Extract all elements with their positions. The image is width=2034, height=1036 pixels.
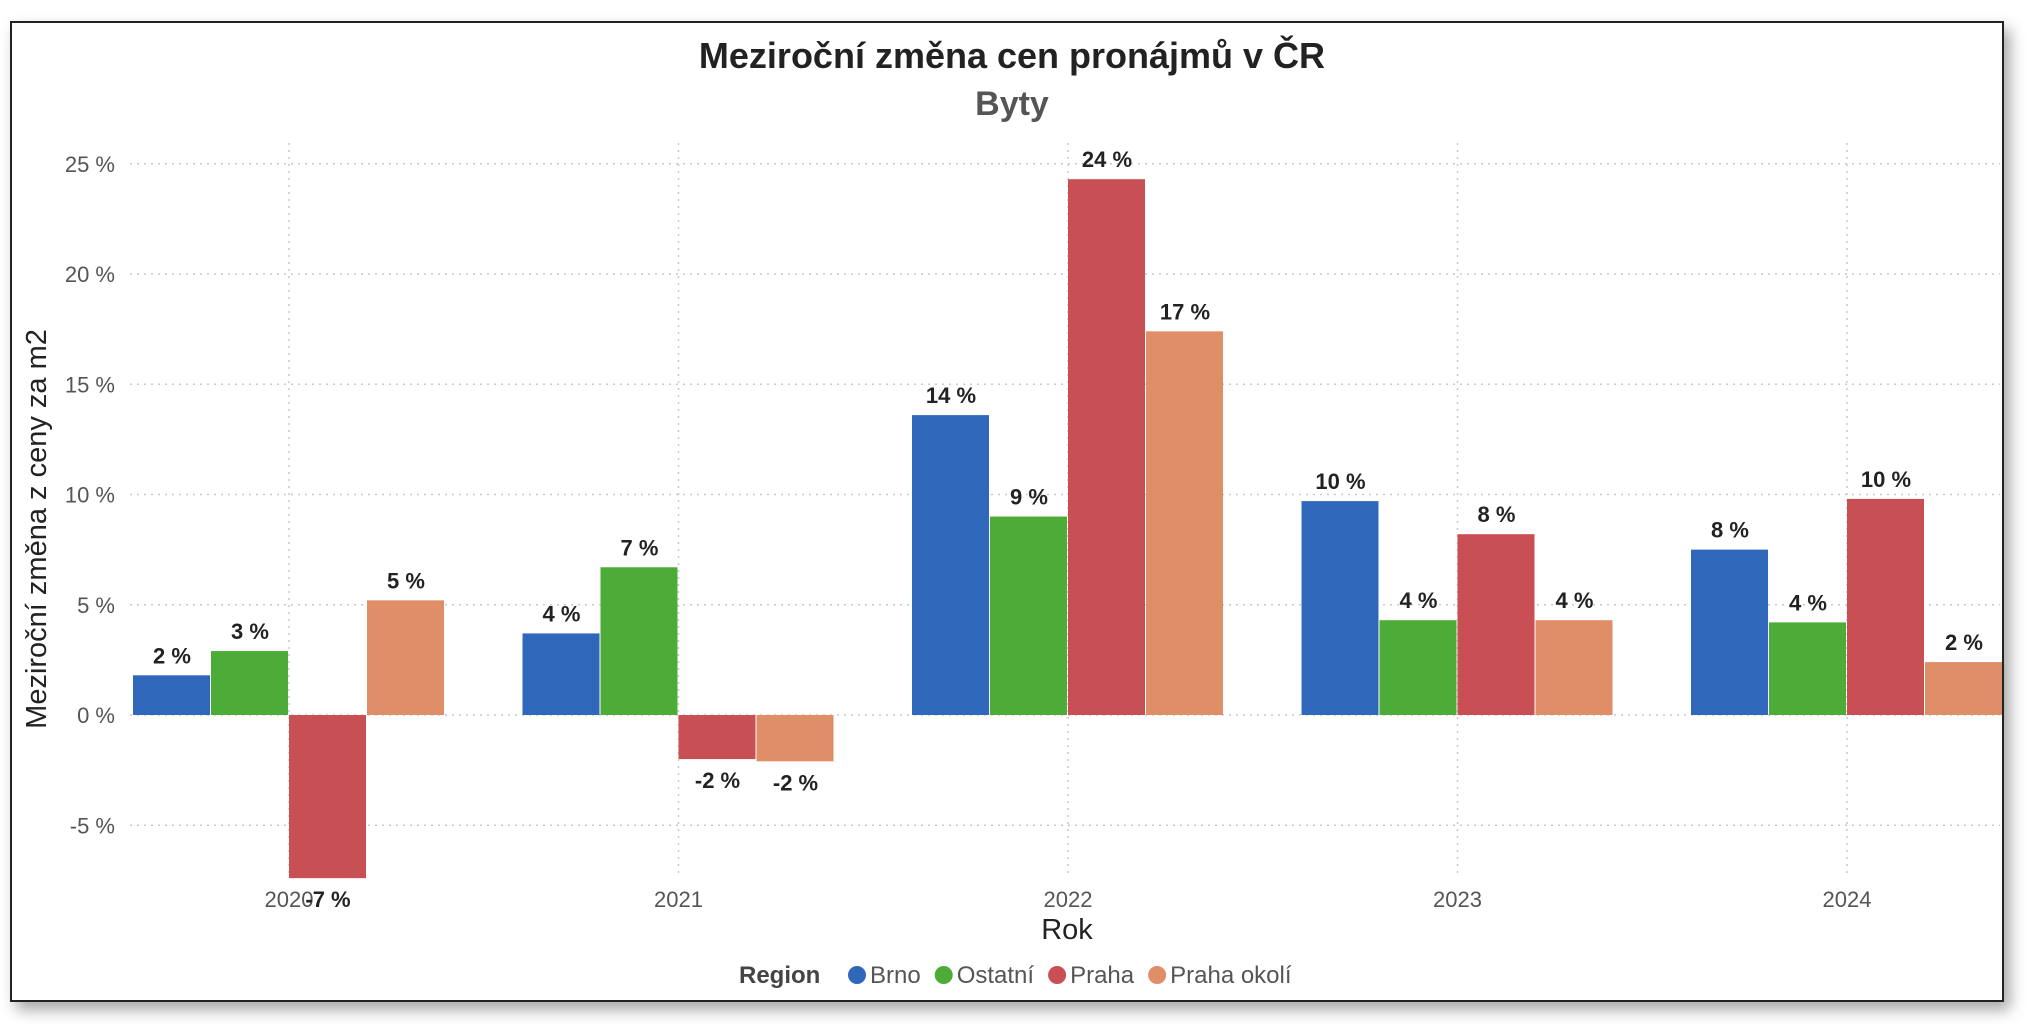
bar-praha-okolí-2022 [1146,331,1223,715]
chart-title: Meziroční změna cen pronájmů v ČR [699,34,1325,76]
y-axis-title: Meziroční změna z ceny za m2 [21,329,53,729]
bar-praha-okolí-2024 [1925,662,2002,715]
bar-ostatní-2020 [211,651,288,715]
y-tick-label: 0 % [77,703,115,728]
chart-frame: Meziroční změna cen pronájmů v ČR Byty -… [10,21,2004,1002]
bar-ostatní-2021 [600,567,678,715]
y-tick-label: 5 % [77,593,115,618]
x-axis-title: Rok [1041,914,1093,946]
data-label: 17 % [1160,299,1210,324]
x-tick-label: 2022 [1044,887,1093,912]
bar-ostatní-2022 [990,516,1067,715]
bars [133,179,2002,879]
data-label: 10 % [1315,469,1365,494]
bar-praha-2023 [1457,534,1535,715]
data-label: 4 % [1400,588,1438,613]
bar-chart: Meziroční změna cen pronájmů v ČR Byty -… [21,34,2002,989]
data-labels: 2 % 4 % 14 % 10 % 8 % 3 % 7 % 9 % 4 % 4 % -7 % -2 %… [153,147,1983,912]
bar-praha-2024 [1847,498,1924,715]
legend-item-label: Brno [870,962,921,989]
data-label: 10 % [1861,467,1911,492]
legend-marker [848,966,866,984]
legend-marker [1148,966,1167,984]
data-label: 2 % [153,643,191,668]
x-axis-ticks: 2020 2021 2022 2023 2024 [265,887,1872,912]
data-label: 9 % [1010,485,1048,510]
data-label: 2 % [1945,630,1983,655]
legend-item-label: Praha okolí [1170,962,1292,989]
y-tick-label: -5 % [70,813,115,838]
y-tick-label: 15 % [65,372,115,397]
bar-praha-2022 [1068,179,1145,715]
data-label: -2 % [695,768,740,793]
data-label: 4 % [543,601,581,626]
data-label: 3 % [231,619,269,644]
bar-brno-2024 [1691,549,1768,715]
y-tick-label: 10 % [65,483,115,508]
data-label: 7 % [621,535,659,560]
chart-subtitle: Byty [975,85,1049,123]
x-tick-label: 2023 [1433,887,1482,912]
data-label: 14 % [926,383,976,408]
bar-praha-okolí-2023 [1535,620,1613,715]
x-tick-label: 2024 [1823,887,1872,912]
data-label: 8 % [1711,518,1749,543]
y-tick-label: 20 % [65,262,115,287]
legend-marker [1048,966,1067,984]
data-label: -7 % [305,887,350,912]
data-label: 4 % [1556,588,1594,613]
y-axis-ticks: -5 % 0 % 5 % 10 % 15 % 20 % 25 % [65,152,115,839]
bar-praha-okolí-2020 [367,600,444,715]
bar-brno-2021 [522,633,600,715]
bar-brno-2023 [1301,501,1379,715]
bar-brno-2022 [912,415,989,715]
gridlines [130,143,2000,878]
bar-ostatní-2023 [1379,620,1457,715]
bar-praha-2020 [289,715,366,879]
legend: Region Brno Ostatní Praha Praha okolí [739,962,1292,989]
data-label: -2 % [773,770,818,795]
x-tick-label: 2021 [654,887,703,912]
bar-praha-okolí-2021 [756,715,834,762]
data-label: 5 % [387,568,425,593]
bar-brno-2020 [133,675,210,715]
data-label: 24 % [1082,147,1132,172]
x-tick-label: 2020 [265,887,314,912]
data-label: 8 % [1478,502,1516,527]
legend-marker [934,966,953,984]
legend-item-label: Ostatní [957,962,1035,989]
legend-title: Region [739,962,820,989]
bar-praha-2021 [678,715,756,760]
bar-ostatní-2024 [1769,622,1846,715]
y-tick-label: 25 % [65,152,115,177]
legend-item-label: Praha [1070,962,1135,989]
data-label: 4 % [1789,590,1827,615]
